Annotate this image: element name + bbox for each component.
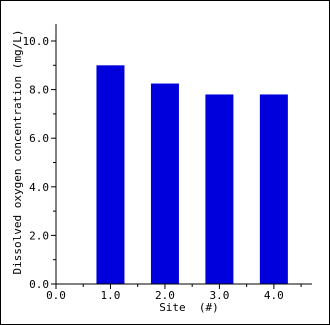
x-tick-label: 3.0 [209, 289, 229, 302]
y-tick-label: 2.0 [29, 229, 49, 242]
y-tick-label: 8.0 [29, 84, 49, 97]
bar-site-1 [96, 65, 125, 284]
x-tick-label: 0.0 [46, 289, 66, 302]
y-tick-label: 4.0 [29, 181, 49, 194]
x-tick-label: 1.0 [101, 289, 121, 302]
bar-site-3 [205, 94, 234, 285]
x-tick-label: 2.0 [155, 289, 175, 302]
bar-site-2 [150, 83, 179, 284]
y-tick-label: 10.0 [23, 35, 50, 48]
bar-site-4 [259, 94, 288, 285]
y-tick-label: 6.0 [29, 132, 49, 145]
y-tick-label: 0.0 [29, 278, 49, 291]
x-axis-label: Site (#) [159, 301, 219, 314]
y-axis-label: Dissolved oxygen concentration (mg/L) [11, 29, 24, 274]
x-tick-label: 4.0 [264, 289, 284, 302]
